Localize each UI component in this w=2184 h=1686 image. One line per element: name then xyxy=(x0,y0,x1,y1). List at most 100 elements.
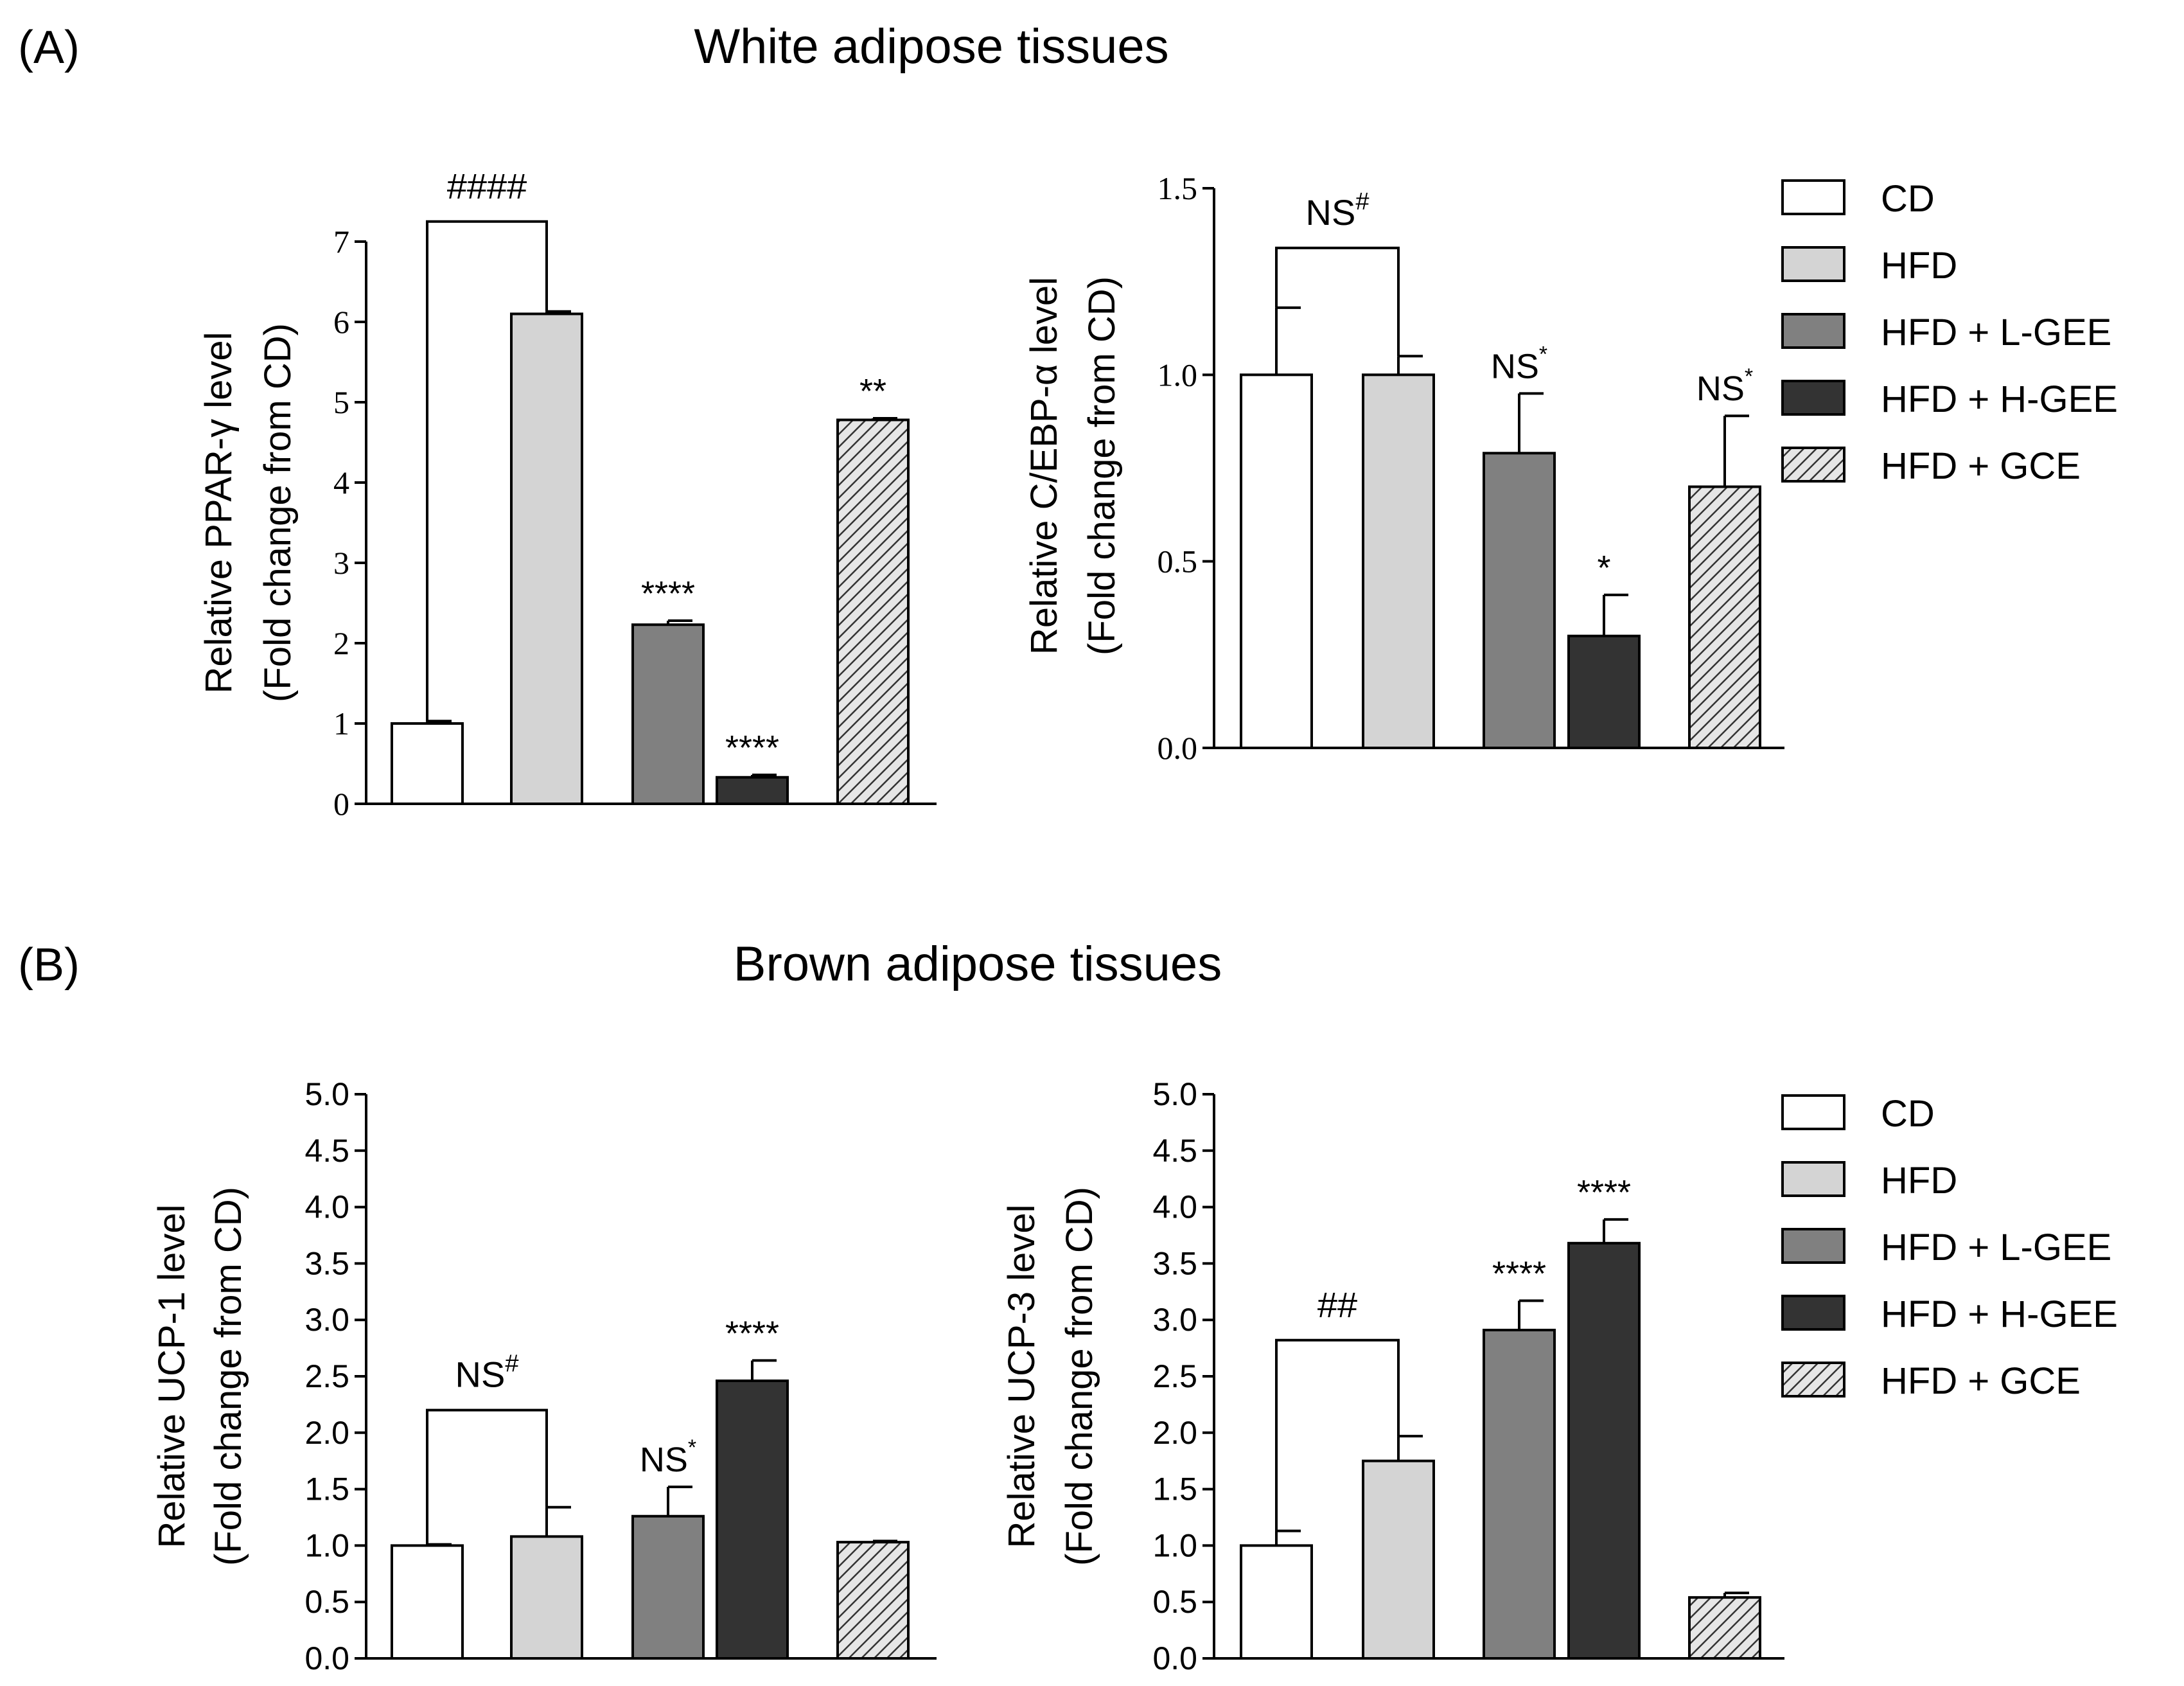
bar-3 xyxy=(631,623,705,805)
y-tick-label: 2.0 xyxy=(1152,1415,1197,1451)
legend-swatch-5 xyxy=(1781,1362,1845,1398)
comparison-bracket xyxy=(1275,246,1400,357)
bar-3 xyxy=(1483,452,1556,749)
y-tick-label: 0 xyxy=(333,786,349,822)
chart-ucp1: Relative UCP-1 level (Fold change from CD… xyxy=(151,1076,937,1676)
panel-a-label: (A) xyxy=(18,22,80,73)
y-tick-label: 3.5 xyxy=(1152,1245,1197,1281)
bar-5 xyxy=(836,1541,910,1660)
significance-superscript: * xyxy=(1745,364,1753,389)
legend-swatch-3 xyxy=(1781,1228,1845,1264)
significance-label: NS* xyxy=(640,1435,696,1479)
legend-swatch-2 xyxy=(1781,1161,1845,1197)
y-tick-label: 0.0 xyxy=(304,1640,349,1676)
y-tick-label: 7 xyxy=(333,224,349,260)
comparison-bracket xyxy=(426,1408,548,1545)
panel-a-title: White adipose tissues xyxy=(694,19,1168,74)
significance-label: **** xyxy=(1577,1173,1631,1212)
bar-4 xyxy=(1567,1241,1641,1660)
y-tick-label: 2.5 xyxy=(304,1358,349,1394)
y-tick-label: 1.5 xyxy=(304,1471,349,1507)
y-tick-label: 3.0 xyxy=(304,1302,349,1338)
legend-white-adipose: CD HFD HFD + L-GEE HFD + H-GEE HFD + GCE xyxy=(1781,178,2118,487)
significance-label: **** xyxy=(641,574,695,613)
bar-2 xyxy=(1362,373,1435,749)
chart-cebp-alpha: Relative C/EBP-α level (Fold change from … xyxy=(1023,170,1784,766)
y-tick-label: 0.5 xyxy=(1152,1584,1197,1620)
y-tick-label: 0.5 xyxy=(304,1584,349,1620)
significance-label: ** xyxy=(859,372,886,411)
y-axis-label: Relative PPAR-γ level xyxy=(198,332,240,693)
y-tick-label: 2.5 xyxy=(1152,1358,1197,1394)
y-tick-label: 4.0 xyxy=(1152,1189,1197,1225)
legend-label-5: HFD + GCE xyxy=(1881,445,2081,487)
significance-label: **** xyxy=(725,729,779,767)
y-tick-label: 0.0 xyxy=(1152,1640,1197,1676)
y-tick-label: 6 xyxy=(333,304,349,340)
bracket-label: ## xyxy=(1317,1284,1357,1325)
y-tick-label: 1.5 xyxy=(1158,170,1198,206)
legend-swatch-1 xyxy=(1781,1094,1845,1130)
bar-1 xyxy=(1240,1544,1313,1660)
y-tick-label: 1.0 xyxy=(1152,1527,1197,1563)
bar-5 xyxy=(836,418,910,805)
bracket-label: #### xyxy=(447,166,527,206)
y-tick-label: 1.0 xyxy=(304,1527,349,1563)
bar-4 xyxy=(716,776,789,805)
chart-ucp3: Relative UCP-3 level (Fold change from CD… xyxy=(1001,1076,1784,1676)
bar-1 xyxy=(391,722,464,805)
bar-1 xyxy=(391,1544,464,1660)
legend-label-5: HFD + GCE xyxy=(1881,1360,2081,1402)
bar-5 xyxy=(1688,485,1761,749)
legend-label-1: CD xyxy=(1881,1093,1935,1135)
bar-3 xyxy=(631,1514,705,1660)
y-tick-label: 1.5 xyxy=(1152,1471,1197,1507)
y-tick-label: 4.0 xyxy=(304,1189,349,1225)
significance-superscript: * xyxy=(688,1435,696,1460)
y-tick-label: 3.0 xyxy=(1152,1302,1197,1338)
legend-label-2: HFD xyxy=(1881,1160,1957,1202)
panel-b-title: Brown adipose tissues xyxy=(734,937,1222,991)
significance-label: **** xyxy=(725,1314,779,1353)
bar-4 xyxy=(716,1380,789,1660)
bracket-superscript: # xyxy=(1355,188,1369,215)
legend-swatch-3 xyxy=(1781,313,1845,349)
legend-swatch-2 xyxy=(1781,246,1845,282)
legend-brown-adipose: CD HFD HFD + L-GEE HFD + H-GEE HFD + GCE xyxy=(1781,1093,2118,1402)
bar-1 xyxy=(1240,373,1313,749)
bracket-label: NS# xyxy=(1306,188,1369,233)
y-tick-label: 5 xyxy=(333,384,349,420)
y-tick-label: 2.0 xyxy=(304,1415,349,1451)
y-axis-label: Relative UCP-1 level xyxy=(151,1204,193,1548)
y-tick-label: 4.5 xyxy=(1152,1133,1197,1169)
y-tick-label: 2 xyxy=(333,625,349,661)
comparison-bracket xyxy=(426,220,548,722)
bracket-superscript: # xyxy=(505,1351,518,1378)
y-axis-label-line2: (Fold change from CD) xyxy=(1059,1187,1100,1566)
significance-superscript: * xyxy=(1539,342,1547,366)
y-tick-label: 1.0 xyxy=(1158,357,1198,393)
bar-2 xyxy=(510,1535,583,1660)
legend-swatch-1 xyxy=(1781,179,1845,215)
legend-swatch-5 xyxy=(1781,447,1845,483)
y-tick-label: 5.0 xyxy=(304,1076,349,1112)
significance-label: NS* xyxy=(1696,364,1753,408)
y-axis-label: Relative C/EBP-α level xyxy=(1023,277,1065,655)
legend-swatch-4 xyxy=(1781,380,1845,416)
y-axis-label-line2: (Fold change from CD) xyxy=(207,1187,249,1566)
y-tick-label: 4 xyxy=(333,465,349,501)
chart-ppar-gamma: Relative PPAR-γ level (Fold change from C… xyxy=(198,166,937,822)
bar-2 xyxy=(1362,1459,1435,1660)
legend-label-2: HFD xyxy=(1881,245,1957,287)
y-tick-label: 3 xyxy=(333,545,349,581)
bar-3 xyxy=(1483,1329,1556,1660)
legend-swatch-4 xyxy=(1781,1295,1845,1331)
bar-5 xyxy=(1688,1596,1761,1660)
y-axis-label: Relative UCP-3 level xyxy=(1001,1204,1043,1548)
y-tick-label: 0.5 xyxy=(1158,544,1198,580)
bar-4 xyxy=(1567,634,1641,749)
bar-2 xyxy=(510,312,583,805)
legend-label-4: HFD + H-GEE xyxy=(1881,1293,2118,1335)
significance-label: NS* xyxy=(1491,342,1547,386)
comparison-bracket xyxy=(1275,1338,1400,1531)
